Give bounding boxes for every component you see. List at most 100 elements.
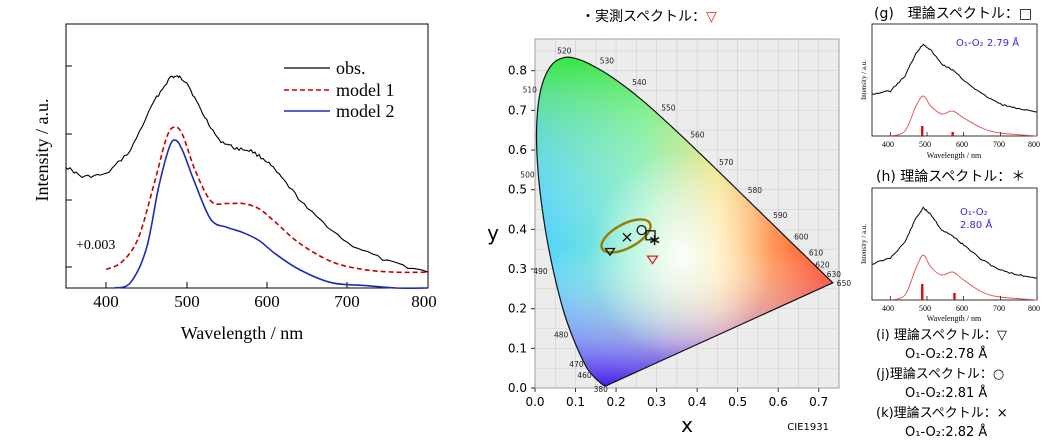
spectrum-notes: (i) 理論スペクトル：▽ O₁-O₂:2.78 Å (j)理論スペクトル：○ … xyxy=(876,327,1008,440)
panel-g-xtick-700: 700 xyxy=(993,140,1005,149)
cie-ytick-label: 0.8 xyxy=(508,64,527,78)
cie-ytick-label: 0.0 xyxy=(508,381,527,395)
locus-label-580: 580 xyxy=(748,186,763,195)
locus-label-570: 570 xyxy=(719,158,734,167)
legend-label-model-1: model 1 xyxy=(336,80,395,100)
panel-h-frame xyxy=(871,187,1038,301)
panel-g-xticks: 400 500 600 700 800 xyxy=(882,140,1040,149)
hCurves-stick-0 xyxy=(921,284,924,300)
panel-h-xtick-500: 500 xyxy=(919,304,931,313)
locus-label-500: 500 xyxy=(520,171,535,180)
panel-h-ylabel: Intensity / a.u. xyxy=(860,224,868,264)
note-j-value: O₁-O₂:2.81 Å xyxy=(905,385,987,401)
panel-g-xtick-800: 800 xyxy=(1028,140,1040,149)
locus-label-560: 560 xyxy=(690,130,705,139)
note-k-title: (k)理論スペクトル：× xyxy=(876,405,1008,421)
left-series-line-3 xyxy=(114,139,429,289)
note-k-value: O₁-O₂:2.82 Å xyxy=(905,424,987,440)
cie-xtick-label: 0.3 xyxy=(647,395,666,409)
panel-g: (g) 理論スペクトル：□ O₁-O₂ 2.79 Å 400 500 600 7… xyxy=(860,6,1040,160)
legend-label-model-2: model 2 xyxy=(336,101,395,121)
cie-ytick-label: 0.3 xyxy=(508,262,527,276)
panel-g-xtick-500: 500 xyxy=(919,140,931,149)
cie-markers xyxy=(604,225,660,265)
spectral-locus xyxy=(535,56,834,387)
cie-footer: CIE1931 xyxy=(787,422,829,433)
cie-ytick-label: 0.6 xyxy=(508,143,527,157)
panel-h-curves xyxy=(871,206,1038,301)
locus-label-380: 380 xyxy=(594,385,609,394)
cross-marker-b xyxy=(622,232,632,242)
cie-xtick-label: 0.1 xyxy=(566,395,585,409)
left-xtick-label-400: 400 xyxy=(93,292,119,311)
cie-xtick-label: 0.7 xyxy=(809,395,828,409)
cie-title-symbol: ▽ xyxy=(706,9,717,25)
cie-ytick-label: 0.5 xyxy=(508,183,527,197)
panel-g-annotation: O₁-O₂ 2.79 Å xyxy=(956,36,1019,49)
locus-label-630: 630 xyxy=(827,270,842,279)
locus-label-520: 520 xyxy=(557,46,572,55)
cie-x-axis-title: x xyxy=(681,413,693,437)
panel-g-frame xyxy=(871,23,1038,137)
left-series-line-2 xyxy=(105,126,429,274)
hCurves-stick-1 xyxy=(953,293,956,300)
left-spectrum-panel: 400 500 600 700 800 Wavelength / nm Inte… xyxy=(32,23,437,343)
cie-y-axis-title: y xyxy=(487,221,499,245)
gCurves-stick-0 xyxy=(921,126,924,136)
offset-label: +0.003 xyxy=(76,238,115,253)
theory-triangle-marker xyxy=(604,247,616,257)
panel-g-xlabel: Wavelength / nm xyxy=(927,151,982,160)
hCurves-theory-line xyxy=(890,254,1038,301)
panel-h-xticks: 400 500 600 700 800 xyxy=(882,304,1040,313)
left-xtick-label-500: 500 xyxy=(174,292,200,311)
panel-h-xtick-600: 600 xyxy=(956,304,968,313)
cie-ytick-label: 0.4 xyxy=(508,222,527,236)
cie-xtick-label: 0.4 xyxy=(688,395,707,409)
legend-label-obs: obs. xyxy=(336,58,366,78)
cie-xtick-label: 0.6 xyxy=(769,395,788,409)
panel-h-xtick-400: 400 xyxy=(882,304,894,313)
panel-h-xtick-700: 700 xyxy=(993,304,1005,313)
cie-xtick-label: 0.2 xyxy=(607,395,626,409)
left-xtick-label-600: 600 xyxy=(254,292,280,311)
locus-label-540: 540 xyxy=(632,78,647,87)
hCurves-observed-line xyxy=(871,206,1037,279)
left-series-line-1 xyxy=(65,75,429,273)
left-legend: obs. model 1 model 2 xyxy=(284,58,395,121)
locus-label-590: 590 xyxy=(773,211,788,220)
cie-xtick-label: 0.0 xyxy=(525,395,544,409)
left-x-axis-title: Wavelength / nm xyxy=(181,323,304,343)
cie-xtick-label: 0.5 xyxy=(728,395,747,409)
note-i-value: O₁-O₂:2.78 Å xyxy=(905,346,987,362)
panel-g-xtick-600: 600 xyxy=(956,140,968,149)
panel-g-curves xyxy=(871,43,1038,137)
panel-g-title: (g) 理論スペクトル：□ xyxy=(874,6,1032,22)
left-ticks xyxy=(66,65,348,288)
panel-h: (h) 理論スペクトル：＊ O₁-O₂ 2.80 Å 400 500 600 7… xyxy=(860,169,1040,323)
cie-ytick-label: 0.7 xyxy=(508,103,527,117)
gCurves-theory-line xyxy=(890,95,1038,137)
gCurves-observed-line xyxy=(871,43,1038,113)
locus-label-480: 480 xyxy=(554,330,569,339)
left-xtick-label-800: 800 xyxy=(411,292,437,311)
panel-h-xlabel: Wavelength / nm xyxy=(927,314,982,323)
panel-h-xtick-800: 800 xyxy=(1028,304,1040,313)
spread-ellipse xyxy=(600,218,652,254)
cie-title: ・実測スペクトル：▽ xyxy=(581,9,717,25)
locus-label-650: 650 xyxy=(837,279,852,288)
note-j-title: (j)理論スペクトル：○ xyxy=(876,366,1004,382)
panel-g-ylabel: Intensity / a.u. xyxy=(860,60,868,100)
cie-ytick-label: 0.1 xyxy=(508,341,527,355)
left-y-axis-title: Intensity / a.u. xyxy=(32,99,52,202)
cie-title-text: ・実測スペクトル： xyxy=(581,9,706,25)
circle-marker xyxy=(636,225,647,236)
panel-h-annotation-1: O₁-O₂ xyxy=(960,207,988,218)
locus-label-600: 600 xyxy=(794,232,809,241)
measured-triangle-marker xyxy=(646,255,659,265)
locus-label-620: 620 xyxy=(815,261,830,270)
cie-ytick-label: 0.2 xyxy=(508,302,527,316)
panel-g-xtick-400: 400 xyxy=(882,140,894,149)
